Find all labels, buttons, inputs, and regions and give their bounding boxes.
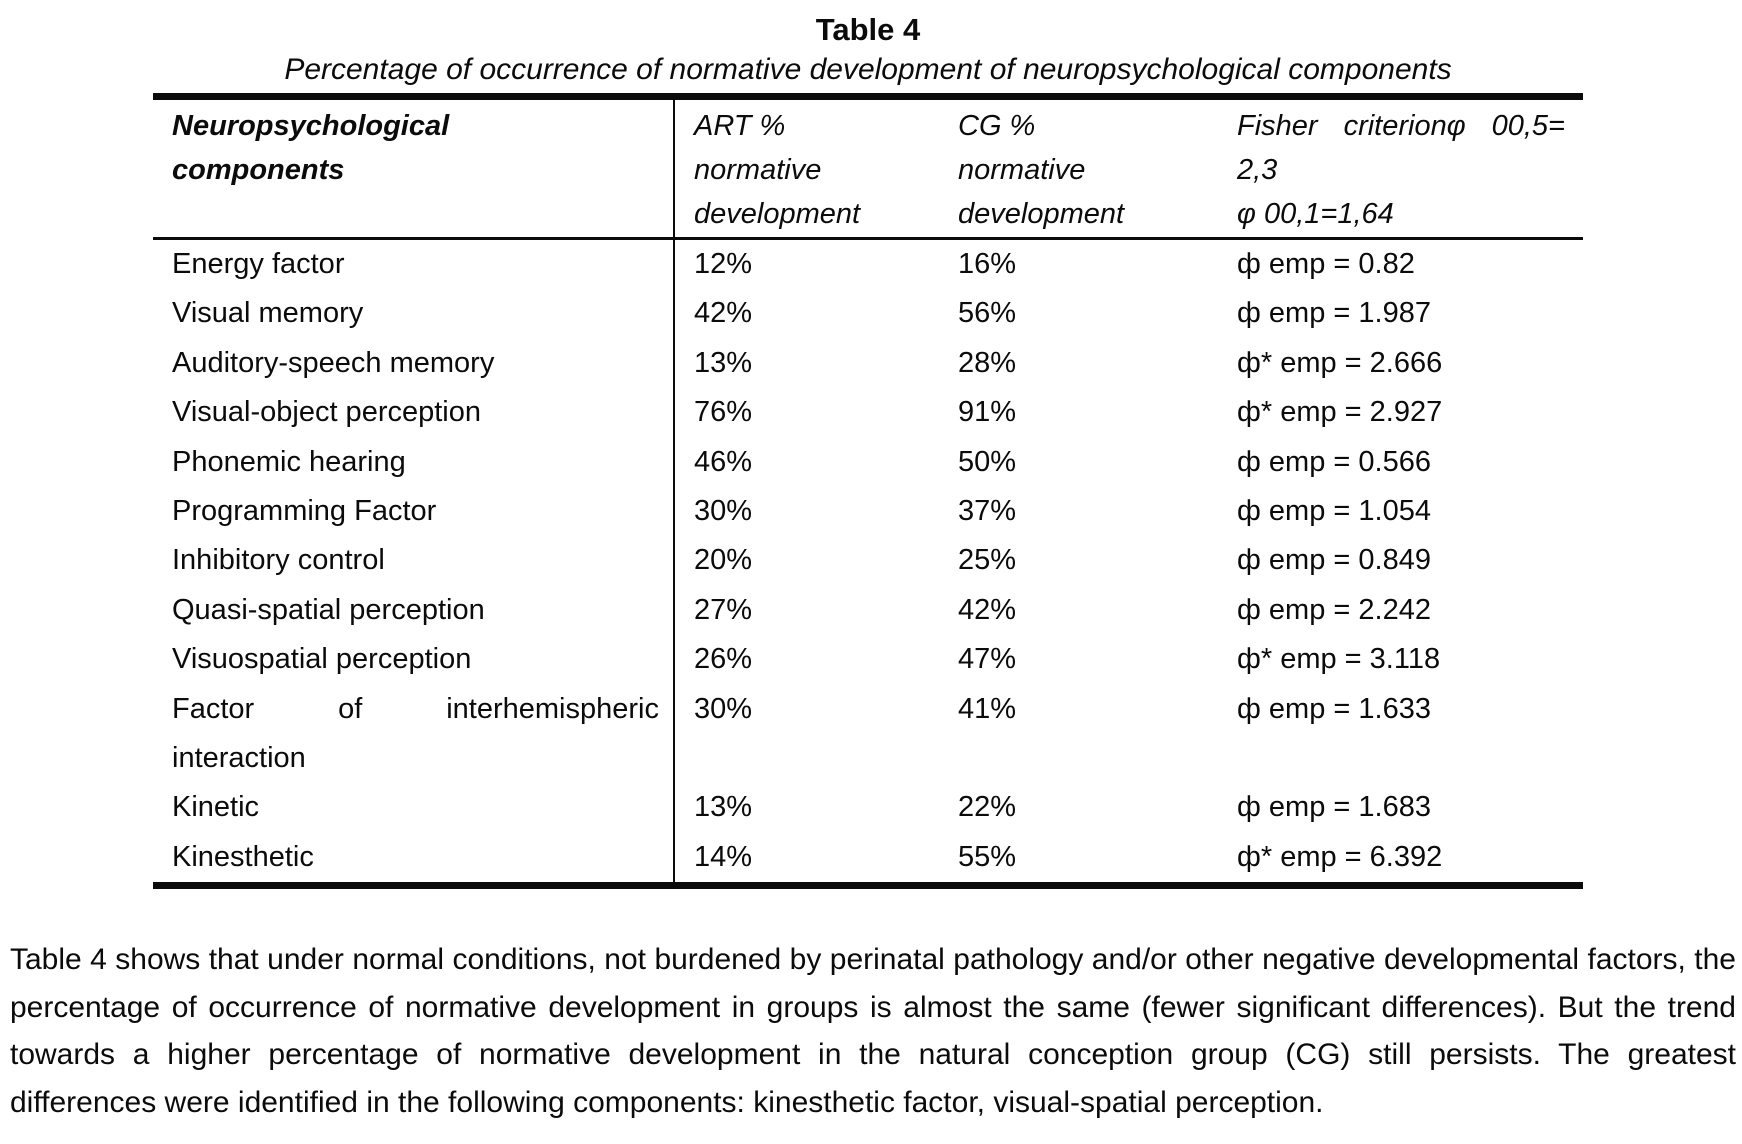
cell-fisher: ф emp = 0.566 (1237, 445, 1431, 478)
cell-cg: 41% (958, 692, 1017, 725)
table-row: Inhibitory control 20% 25% ф emp = 0.849 (153, 536, 1583, 586)
cell-art: 12% (694, 248, 753, 280)
cell-fisher: ф emp = 1.987 (1237, 297, 1431, 330)
table-row: Phonemic hearing 46% 50% ф emp = 0.566 (153, 437, 1583, 488)
cell-fisher: ф* emp = 3.118 (1237, 643, 1441, 676)
cell-component: Kinesthetic (153, 832, 675, 883)
cell-component: Programming Factor (153, 487, 675, 537)
cell-cg: 50% (958, 445, 1017, 478)
header-cg: CG % normative development (958, 110, 1125, 230)
cell-component: Quasi-spatial perception (153, 585, 675, 636)
cell-cg: 22% (958, 791, 1017, 824)
cell-fisher: ф* emp = 2.666 (1237, 346, 1443, 379)
table-row: Visual-object perception 76% 91% ф* emp … (153, 388, 1583, 438)
header-art: ART % normative development (694, 110, 861, 230)
cell-component: Phonemic hearing (153, 437, 675, 488)
cell-cg: 55% (958, 840, 1017, 873)
cell-component: Inhibitory control (153, 536, 675, 586)
body-paragraph: Table 4 shows that under normal conditio… (10, 943, 1736, 1119)
table-row: Auditory-speech memory 13% 28% ф* emp = … (153, 338, 1583, 389)
cell-fisher: ф emp = 2.242 (1237, 593, 1431, 626)
cell-art: 13% (694, 791, 753, 824)
header-fisher-line3: φ 00,1=1,64 (1237, 198, 1394, 230)
cell-component: Kinetic (153, 783, 675, 833)
cell-cg: 56% (958, 297, 1017, 330)
cell-art: 46% (694, 445, 753, 478)
table-row: Kinetic 13% 22% ф emp = 1.683 (153, 783, 1583, 833)
cell-cg: 42% (958, 593, 1017, 626)
table-row-two-line: Factor of interhemispheric interaction 3… (153, 684, 1583, 784)
cell-component-line1: Factor of interhemispheric (172, 692, 659, 725)
cell-fisher: ф* emp = 2.927 (1237, 396, 1443, 429)
cell-art: 76% (694, 396, 753, 429)
header-components-line2: components (172, 154, 345, 186)
cell-art: 42% (694, 297, 753, 330)
header-fisher-line2: 2,3 (1237, 154, 1278, 186)
cell-cg: 91% (958, 396, 1017, 429)
table-body: Energy factor 12% 16% ф emp = 0.82 Visua… (153, 240, 1583, 883)
cell-art: 30% (694, 495, 753, 528)
cell-art: 30% (694, 692, 753, 725)
cell-cg: 28% (958, 346, 1017, 379)
cell-art: 20% (694, 544, 753, 577)
cell-art: 26% (694, 643, 753, 676)
cell-component: Energy factor (153, 240, 675, 290)
header-components: Neuropsychological components (153, 100, 675, 237)
cell-component: Factor of interhemispheric interaction (153, 684, 675, 784)
cell-component: Visual-object perception (153, 388, 675, 438)
cell-cg: 25% (958, 544, 1017, 577)
cell-component: Visual memory (153, 289, 675, 339)
cell-fisher: ф emp = 0.82 (1237, 248, 1415, 280)
cell-fisher: ф emp = 1.683 (1237, 791, 1431, 824)
cell-fisher: ф emp = 0.849 (1237, 544, 1431, 577)
table-row: Visuospatial perception 26% 47% ф* emp =… (153, 635, 1583, 685)
cell-component: Auditory-speech memory (153, 338, 675, 389)
header-fisher: Fisher criterionφ 00,5= 2,3 φ 00,1=1,64 (1218, 100, 1583, 237)
table-row: Programming Factor 30% 37% ф emp = 1.054 (153, 487, 1583, 537)
table-caption: Percentage of occurrence of normative de… (284, 53, 1452, 86)
table-row: Visual memory 42% 56% ф emp = 1.987 (153, 289, 1583, 339)
header-fisher-line1: Fisher criterionφ 00,5= (1237, 110, 1565, 142)
table-title: Table 4 (815, 12, 921, 47)
table-row: Energy factor 12% 16% ф emp = 0.82 (153, 240, 1583, 290)
table-row: Kinesthetic 14% 55% ф* emp = 6.392 (153, 832, 1583, 883)
table-header-row: Neuropsychological components ART % norm… (153, 100, 1583, 240)
cell-component-line2: interaction (172, 742, 306, 775)
cell-art: 27% (694, 593, 753, 626)
cell-art: 14% (694, 840, 753, 873)
cell-art: 13% (694, 346, 753, 379)
cell-cg: 37% (958, 495, 1017, 528)
cell-fisher: ф emp = 1.633 (1237, 692, 1431, 725)
cell-cg: 47% (958, 643, 1017, 676)
cell-component: Visuospatial perception (153, 635, 675, 685)
cell-fisher: ф* emp = 6.392 (1237, 840, 1443, 873)
header-components-line1: Neuropsychological (172, 110, 450, 142)
data-table: Neuropsychological components ART % norm… (153, 93, 1583, 890)
cell-fisher: ф emp = 1.054 (1237, 495, 1431, 528)
table-row: Quasi-spatial perception 27% 42% ф emp =… (153, 585, 1583, 636)
cell-cg: 16% (958, 248, 1017, 280)
